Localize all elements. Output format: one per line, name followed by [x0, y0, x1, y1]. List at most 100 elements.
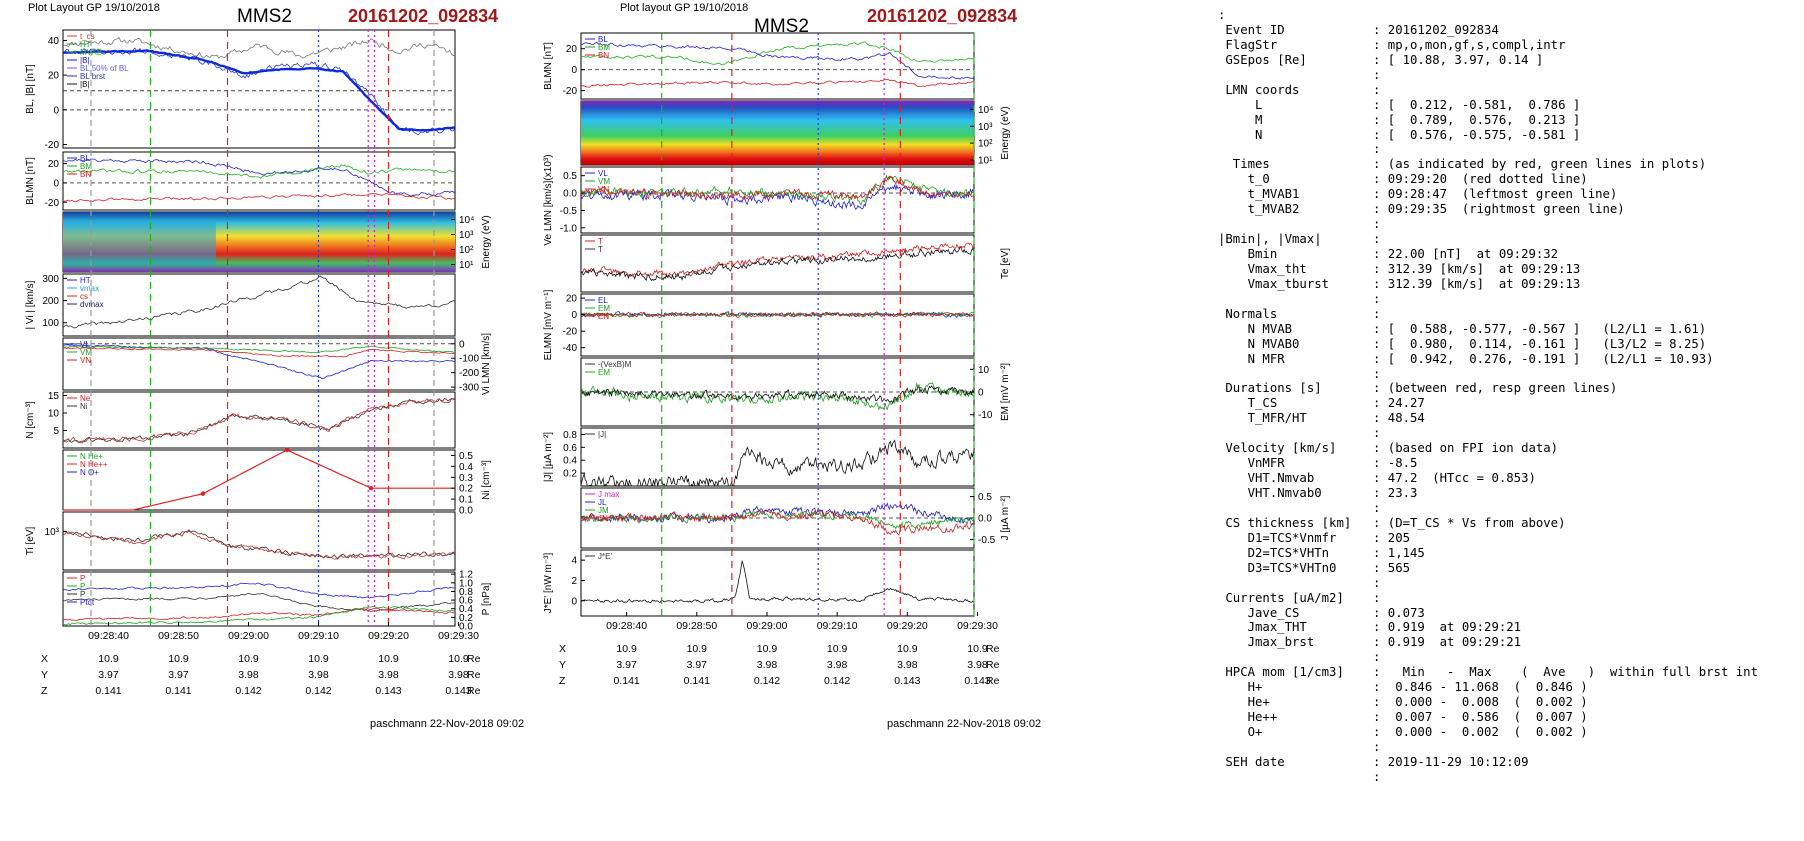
position-unit: Re — [986, 643, 1000, 655]
info-key: Times — [1218, 157, 1270, 172]
info-row: Velocity [km/s]: (based on FPI ion data) — [1218, 441, 1804, 456]
te-frame — [580, 234, 975, 293]
info-key: HPCA mom [1/cm3] — [1218, 665, 1344, 680]
info-value: : 47.2 (HTcc = 0.853) — [1373, 471, 1536, 486]
jlmn-legend-3: JN — [598, 514, 608, 523]
info-row: M : [ 0.789, 0.576, 0.213 ] — [1218, 113, 1804, 128]
jdote-series-0 — [580, 559, 974, 604]
vi_mag-ytick-0: 300 — [42, 274, 59, 285]
position-row-label-Y: Y — [559, 659, 566, 671]
ti-frame — [62, 511, 456, 571]
info-row: HPCA mom [1/cm3]: Min - Max ( Ave ) with… — [1218, 665, 1804, 680]
info-key: Currents [uA/m2] — [1218, 590, 1344, 605]
pressure-ytick-3: 0.6 — [459, 596, 473, 607]
vi_mag-ytick-2: 100 — [42, 318, 59, 329]
info-row: Times: (as indicated by red, green lines… — [1218, 157, 1804, 172]
info-row: FlagStr: mp,o,mon,gf,s,compl,intr — [1218, 38, 1804, 53]
pressure-frame — [62, 571, 456, 627]
pressure-legend-3: Ptot — [80, 598, 95, 607]
info-value: : 0.000 - 0.008 ( 0.002 ) — [1373, 695, 1588, 710]
info-key: He++ — [1218, 710, 1278, 725]
info-key — [1218, 142, 1373, 157]
density-ytick-1: 10 — [48, 409, 60, 420]
position-value: 3.97 — [98, 669, 119, 681]
ve-series-0 — [580, 184, 974, 210]
position-value: 3.97 — [687, 659, 708, 671]
info-value: : [ 0.789, 0.576, 0.213 ] — [1373, 112, 1581, 127]
info-value: : [ 0.980, 0.114, -0.161 ] (L3/L2 = 8.25… — [1373, 336, 1707, 351]
r-blmn-ytick-2: -20 — [563, 86, 578, 97]
pressure-series-3 — [62, 605, 456, 626]
position-value: 3.98 — [238, 669, 259, 681]
info-value: : — [1373, 142, 1381, 157]
position-value: 3.98 — [378, 669, 399, 681]
position-value: 0.141 — [684, 675, 710, 687]
elmn-series-2 — [580, 311, 974, 318]
jdote-ylabel: J*E' [nW m⁻³] — [543, 553, 554, 614]
hpca-series-0 — [63, 449, 455, 511]
position-value: 10.9 — [687, 643, 708, 655]
e-spec-spectrogram — [581, 101, 974, 165]
info-row: SEH date: 2019-11-29 10:12:09 — [1218, 755, 1804, 770]
jmag-ytick-3: 0.2 — [563, 469, 577, 480]
hpca-legend-1: N He++ — [80, 460, 108, 469]
pressure-ytick-1: 1.0 — [459, 578, 473, 589]
info-key: Velocity [km/s] — [1218, 441, 1337, 456]
vi_lmn-ytick-3: -300 — [459, 383, 479, 394]
info-row: T_CS: 24.27 — [1218, 396, 1804, 411]
jmag-ytick-1: 0.6 — [563, 443, 577, 454]
density-ylabel: N [cm⁻³] — [25, 401, 36, 439]
te-ylabel: Te [eV] — [1000, 248, 1011, 279]
vi_mag-legend-3: dvmax — [80, 300, 104, 309]
position-unit: Re — [467, 669, 481, 681]
info-key: Durations [s] — [1218, 381, 1322, 396]
blmn-series-2 — [62, 192, 456, 203]
left-event-title: 20161202_092834 — [348, 6, 499, 26]
right-layout-label: Plot layout GP 19/10/2018 — [620, 2, 749, 14]
density-ytick-0: 15 — [48, 391, 60, 402]
info-row: He++ : 0.007 - 0.586 ( 0.007 ) — [1218, 710, 1804, 725]
info-value: : — [1373, 291, 1381, 306]
position-value: 10.9 — [448, 653, 469, 665]
info-key: CS thickness [km] — [1218, 515, 1352, 530]
info-row: Jmax_brst: 0.919 at 09:29:21 — [1218, 635, 1804, 650]
vi_lmn-ytick-1: -100 — [459, 354, 479, 365]
r-blmn-series-1 — [580, 41, 975, 66]
position-value: 10.9 — [757, 643, 778, 655]
jdote-ytick-2: 0 — [571, 596, 577, 607]
r-blmn-legend-2: BN — [598, 51, 609, 60]
info-value: : 565 — [1373, 560, 1411, 575]
info-row: N MVAB: [ 0.588, -0.577, -0.567 ] (L2/L1… — [1218, 322, 1804, 337]
r-blmn-ylabel: BLMN [nT] — [543, 42, 554, 90]
left-layout-label: Plot Layout GP 19/10/2018 — [28, 2, 160, 14]
jmag-ytick-0: 0.8 — [563, 430, 577, 441]
info-row: Vmax_tht: 312.39 [km/s] at 09:29:13 — [1218, 262, 1804, 277]
info-key: L — [1218, 97, 1263, 112]
hpca-point-0 — [200, 491, 206, 496]
ion_spec-ytick-1: 10³ — [459, 230, 474, 241]
info-value: : (between red, resp green lines) — [1373, 381, 1618, 396]
info-key — [1218, 367, 1373, 382]
elmn-frame — [580, 293, 975, 357]
info-value: : — [1373, 67, 1381, 82]
x-tick-label-0: 09:28:40 — [606, 620, 647, 632]
info-value: : 0.007 - 0.586 ( 0.007 ) — [1373, 710, 1588, 725]
info-key: VHT.Nmvab0 — [1218, 486, 1322, 500]
info-row: T_MFR/HT: 48.54 — [1218, 411, 1804, 426]
ti-ytick-0: 10³ — [45, 527, 60, 538]
blmn-frame — [62, 151, 456, 211]
info-row: : — [1218, 217, 1804, 232]
info-row: D1=TCS*Vnmfr: 205 — [1218, 531, 1804, 546]
info-value: : [ 0.576, -0.575, -0.581 ] — [1373, 127, 1581, 142]
info-key: t_MVAB1 — [1218, 187, 1300, 202]
position-row-label-X: X — [559, 643, 566, 655]
r-blmn-legend-0: BL — [598, 35, 608, 44]
blmn-ytick-1: 0 — [53, 178, 59, 189]
x-tick-label-3: 09:29:10 — [817, 620, 858, 632]
jlmn-legend-0: J max — [598, 490, 619, 499]
em-series-0 — [580, 382, 974, 411]
info-key: M — [1218, 112, 1263, 127]
position-value: 3.97 — [616, 659, 637, 671]
jlmn-ytick-2: -0.5 — [978, 535, 996, 546]
